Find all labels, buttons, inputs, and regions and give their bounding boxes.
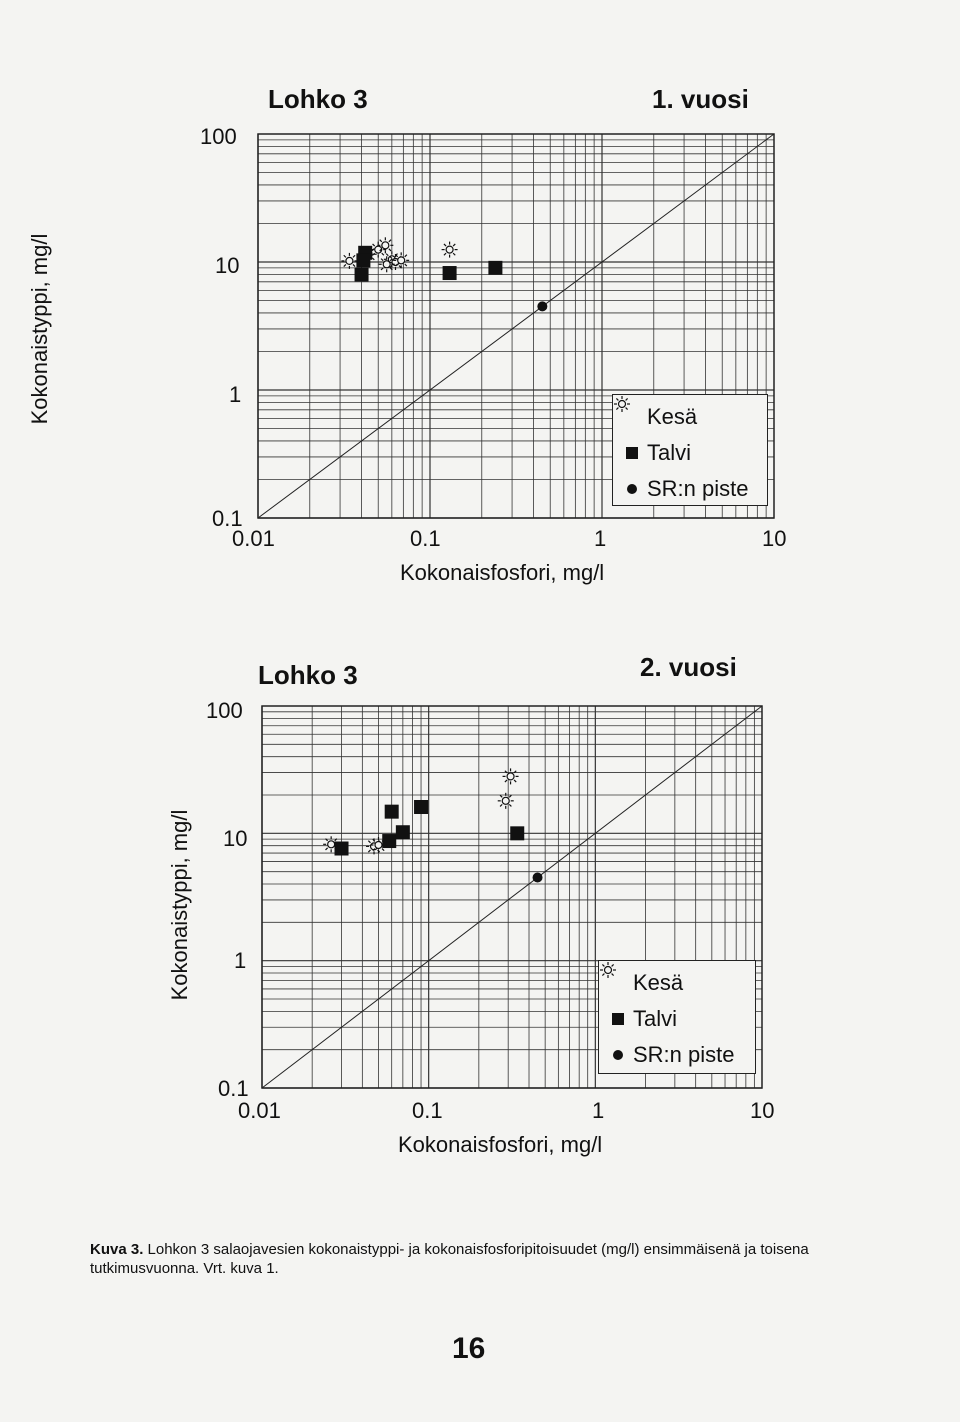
caption-label: Kuva 3.: [90, 1241, 144, 1258]
legend-label: Kesä: [647, 404, 698, 429]
y-tick-label: 0.1: [218, 1076, 249, 1101]
dot-marker-icon: [607, 1050, 629, 1060]
data-point-kesa: [377, 237, 394, 254]
x-tick-label: 1: [592, 1098, 605, 1123]
y-tick-label: 100: [206, 698, 243, 723]
reference-line: [257, 133, 775, 519]
series-talvi: [354, 245, 503, 282]
data-point-sr-piste: [537, 301, 548, 312]
x-tick-label: 0.1: [412, 1098, 443, 1123]
data-point-talvi: [334, 841, 349, 856]
data-point-kesa: [441, 241, 458, 258]
square-marker-icon: [607, 1013, 629, 1025]
data-point-talvi: [510, 826, 525, 841]
data-point-talvi: [442, 266, 457, 281]
data-point-talvi: [384, 804, 399, 819]
series-sr-n-piste: [537, 301, 548, 312]
legend: Kesä Talvi SR:n piste: [612, 394, 768, 506]
y-tick-label: 1: [229, 382, 242, 407]
y-tick-label: 10: [223, 826, 248, 851]
data-point-talvi: [414, 799, 429, 814]
data-point-kesa: [378, 256, 395, 273]
series-sr-n-piste: [532, 872, 543, 883]
data-point-talvi: [354, 267, 369, 282]
legend-item-kesa: Kesä: [600, 962, 747, 1001]
data-point-sr-piste: [532, 872, 543, 883]
square-marker-icon: [621, 447, 643, 459]
dot-marker-icon: [621, 484, 643, 494]
x-axis-label: Kokonaisfosfori, mg/l: [400, 560, 605, 585]
plot-area: [257, 133, 775, 519]
series-kes-: [341, 237, 458, 273]
legend-label: Talvi: [633, 1006, 678, 1031]
data-point-talvi: [382, 834, 397, 849]
data-point-kesa: [502, 768, 519, 785]
x-tick-label: 10: [762, 526, 787, 551]
x-tick-label: 0.01: [232, 526, 275, 551]
data-point-talvi: [488, 260, 503, 275]
legend-label: SR:n piste: [647, 476, 749, 501]
legend-item-talvi: Talvi: [607, 1001, 747, 1037]
x-tick-label: 1: [594, 526, 607, 551]
chart-title: Lohko 3: [268, 84, 368, 114]
y-tick-label: 0.1: [212, 506, 243, 531]
reference-line: [261, 705, 763, 1089]
chart-subtitle: 2. vuosi: [640, 652, 737, 682]
figure-caption: Kuva 3. Lohkon 3 salaojavesien kokonaist…: [90, 1240, 880, 1278]
y-tick-label: 10: [215, 253, 240, 278]
grid: [261, 706, 762, 1089]
series-talvi: [334, 799, 525, 856]
legend: Kesä Talvi SR:n piste: [598, 960, 756, 1074]
legend-label: Kesä: [633, 970, 684, 995]
page-number: 16: [452, 1332, 486, 1365]
x-tick-label: 10: [750, 1098, 775, 1123]
legend-item-sr-piste: SR:n piste: [621, 471, 759, 507]
data-point-talvi: [395, 825, 410, 840]
y-tick-label: 1: [234, 948, 247, 973]
chart-title: Lohko 3: [258, 660, 358, 690]
data-point-talvi: [356, 253, 371, 268]
data-point-kesa: [341, 252, 358, 269]
x-tick-label: 0.1: [410, 526, 441, 551]
data-point-kesa: [497, 792, 514, 809]
legend-label: Talvi: [647, 440, 692, 465]
chart-year-1: Lohko 3 1. vuosi Kokonaistyppi, mg/l Kok…: [0, 70, 960, 610]
plot-frame: [257, 133, 775, 519]
plot-frame: [261, 705, 763, 1089]
chart-year-2: Lohko 3 2. vuosi Kokonaistyppi, mg/l Kok…: [0, 648, 960, 1168]
chart-subtitle: 1. vuosi: [652, 84, 749, 114]
data-point-kesa: [393, 252, 410, 269]
plot-area: [261, 705, 763, 1089]
legend-item-talvi: Talvi: [621, 435, 759, 471]
legend-item-sr-piste: SR:n piste: [607, 1037, 747, 1073]
caption-text: Lohkon 3 salaojavesien kokonaistyppi- ja…: [90, 1241, 809, 1277]
legend-label: SR:n piste: [633, 1042, 735, 1067]
x-tick-label: 0.01: [238, 1098, 281, 1123]
x-axis-label: Kokonaisfosfori, mg/l: [398, 1132, 603, 1157]
y-tick-label: 100: [200, 124, 237, 149]
legend-item-kesa: Kesä: [614, 396, 759, 435]
